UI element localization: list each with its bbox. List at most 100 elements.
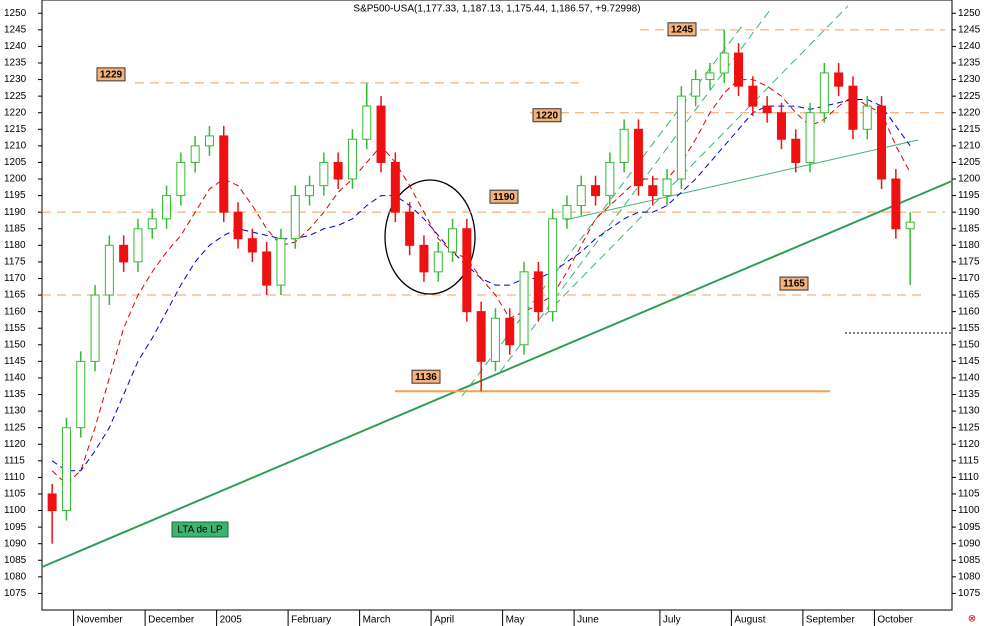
- x-tick-label: October: [877, 615, 913, 626]
- candle-body: [905, 221, 915, 230]
- candle-body: [576, 185, 586, 207]
- candle-body: [734, 52, 744, 87]
- candle-body: [405, 211, 415, 246]
- candle-body: [104, 244, 114, 296]
- candle-body: [605, 161, 615, 197]
- x-tick-label: July: [663, 615, 681, 626]
- y-tick-label: 1090: [958, 538, 981, 549]
- y-tick-label: 1185: [4, 223, 26, 234]
- x-tick-label: December: [148, 615, 195, 626]
- candle-body: [376, 105, 386, 163]
- y-tick-label: 1235: [4, 58, 27, 69]
- candle-body: [90, 294, 100, 362]
- y-tick-label: 1225: [4, 91, 27, 102]
- y-tick-label: 1210: [4, 141, 27, 152]
- y-tick-label: 1135: [958, 389, 980, 400]
- candle-body: [162, 195, 172, 220]
- y-tick-label: 1075: [958, 588, 981, 599]
- y-tick-label: 1075: [4, 588, 27, 599]
- y-tick-label: 1235: [958, 58, 981, 69]
- y-tick-label: 1220: [958, 107, 981, 118]
- y-tick-label: 1130: [958, 406, 980, 417]
- level-label: 1245: [671, 24, 694, 35]
- candle-body: [419, 244, 429, 273]
- y-tick-label: 1175: [958, 257, 980, 268]
- y-tick-label: 1180: [958, 240, 980, 251]
- y-tick-label: 1230: [4, 74, 27, 85]
- candle-body: [762, 105, 772, 114]
- y-tick-label: 1140: [958, 373, 980, 384]
- y-tick-label: 1120: [958, 439, 980, 450]
- y-tick-label: 1240: [958, 41, 981, 52]
- y-tick-label: 1155: [4, 323, 26, 334]
- candle-body: [834, 72, 844, 87]
- y-tick-label: 1150: [958, 339, 980, 350]
- y-tick-label: 1145: [958, 356, 980, 367]
- y-tick-label: 1090: [4, 538, 27, 549]
- y-tick-label: 1150: [4, 339, 26, 350]
- candle-body: [61, 427, 71, 512]
- level-box: [532, 108, 562, 123]
- candle-body: [748, 85, 758, 107]
- y-tick-label: 1190: [4, 207, 26, 218]
- level-box: [96, 67, 126, 82]
- y-tick-label: 1115: [4, 455, 25, 466]
- y-tick-label: 1205: [958, 157, 981, 168]
- channel-line: [544, 5, 849, 316]
- chart-title: S&P500-USA(1,177.33, 1,187.13, 1,175.44,…: [353, 4, 640, 15]
- y-tick-label: 1245: [958, 24, 981, 35]
- y-tick-label: 1200: [958, 174, 981, 185]
- y-tick-label: 1205: [4, 157, 27, 168]
- close-icon[interactable]: ⊗: [968, 614, 976, 625]
- y-tick-label: 1195: [958, 190, 980, 201]
- y-tick-label: 1170: [958, 273, 980, 284]
- candle-body: [319, 161, 329, 187]
- y-tick-label: 1210: [958, 141, 981, 152]
- moving-average: [51, 98, 911, 472]
- y-tick-label: 1095: [4, 522, 27, 533]
- long-trendline: [41, 180, 953, 568]
- level-box: [489, 189, 519, 204]
- y-tick-label: 1100: [958, 505, 980, 516]
- y-tick-label: 1245: [4, 24, 27, 35]
- candle-body: [519, 271, 529, 346]
- candle-body: [719, 52, 729, 74]
- level-label: 1220: [536, 110, 559, 121]
- y-tick-label: 1240: [4, 41, 27, 52]
- annotation-box: [171, 521, 229, 538]
- candle-body: [47, 493, 57, 512]
- y-tick-label: 1100: [4, 505, 26, 516]
- y-tick-label: 1195: [4, 190, 26, 201]
- candle-body: [490, 317, 500, 362]
- y-tick-label: 1155: [958, 323, 980, 334]
- candle-body: [76, 360, 86, 429]
- level-box: [779, 276, 809, 291]
- y-tick-label: 1215: [4, 124, 27, 135]
- support-line: [564, 139, 919, 221]
- level-label: 1136: [415, 372, 437, 383]
- y-tick-label: 1220: [4, 107, 27, 118]
- y-tick-label: 1225: [958, 91, 981, 102]
- candle-body: [390, 161, 400, 213]
- candle-body: [862, 105, 872, 130]
- candle-body: [176, 161, 186, 197]
- y-tick-label: 1125: [4, 422, 26, 433]
- candle-body: [819, 72, 829, 114]
- y-tick-label: 1095: [958, 522, 981, 533]
- y-tick-label: 1250: [4, 8, 27, 19]
- candle-body: [691, 79, 701, 97]
- y-tick-label: 1250: [958, 8, 981, 19]
- candle-body: [347, 138, 357, 180]
- y-tick-label: 1110: [4, 472, 25, 483]
- candle-body: [591, 185, 601, 197]
- y-tick-label: 1085: [958, 555, 981, 566]
- candle-body: [533, 271, 543, 313]
- y-tick-label: 1145: [4, 356, 26, 367]
- annotation: LTA de LP: [177, 525, 223, 536]
- candle-body: [247, 238, 257, 253]
- y-tick-label: 1165: [958, 290, 980, 301]
- x-tick-label: April: [434, 615, 454, 626]
- candle-body: [133, 228, 143, 263]
- level-box: [411, 369, 441, 384]
